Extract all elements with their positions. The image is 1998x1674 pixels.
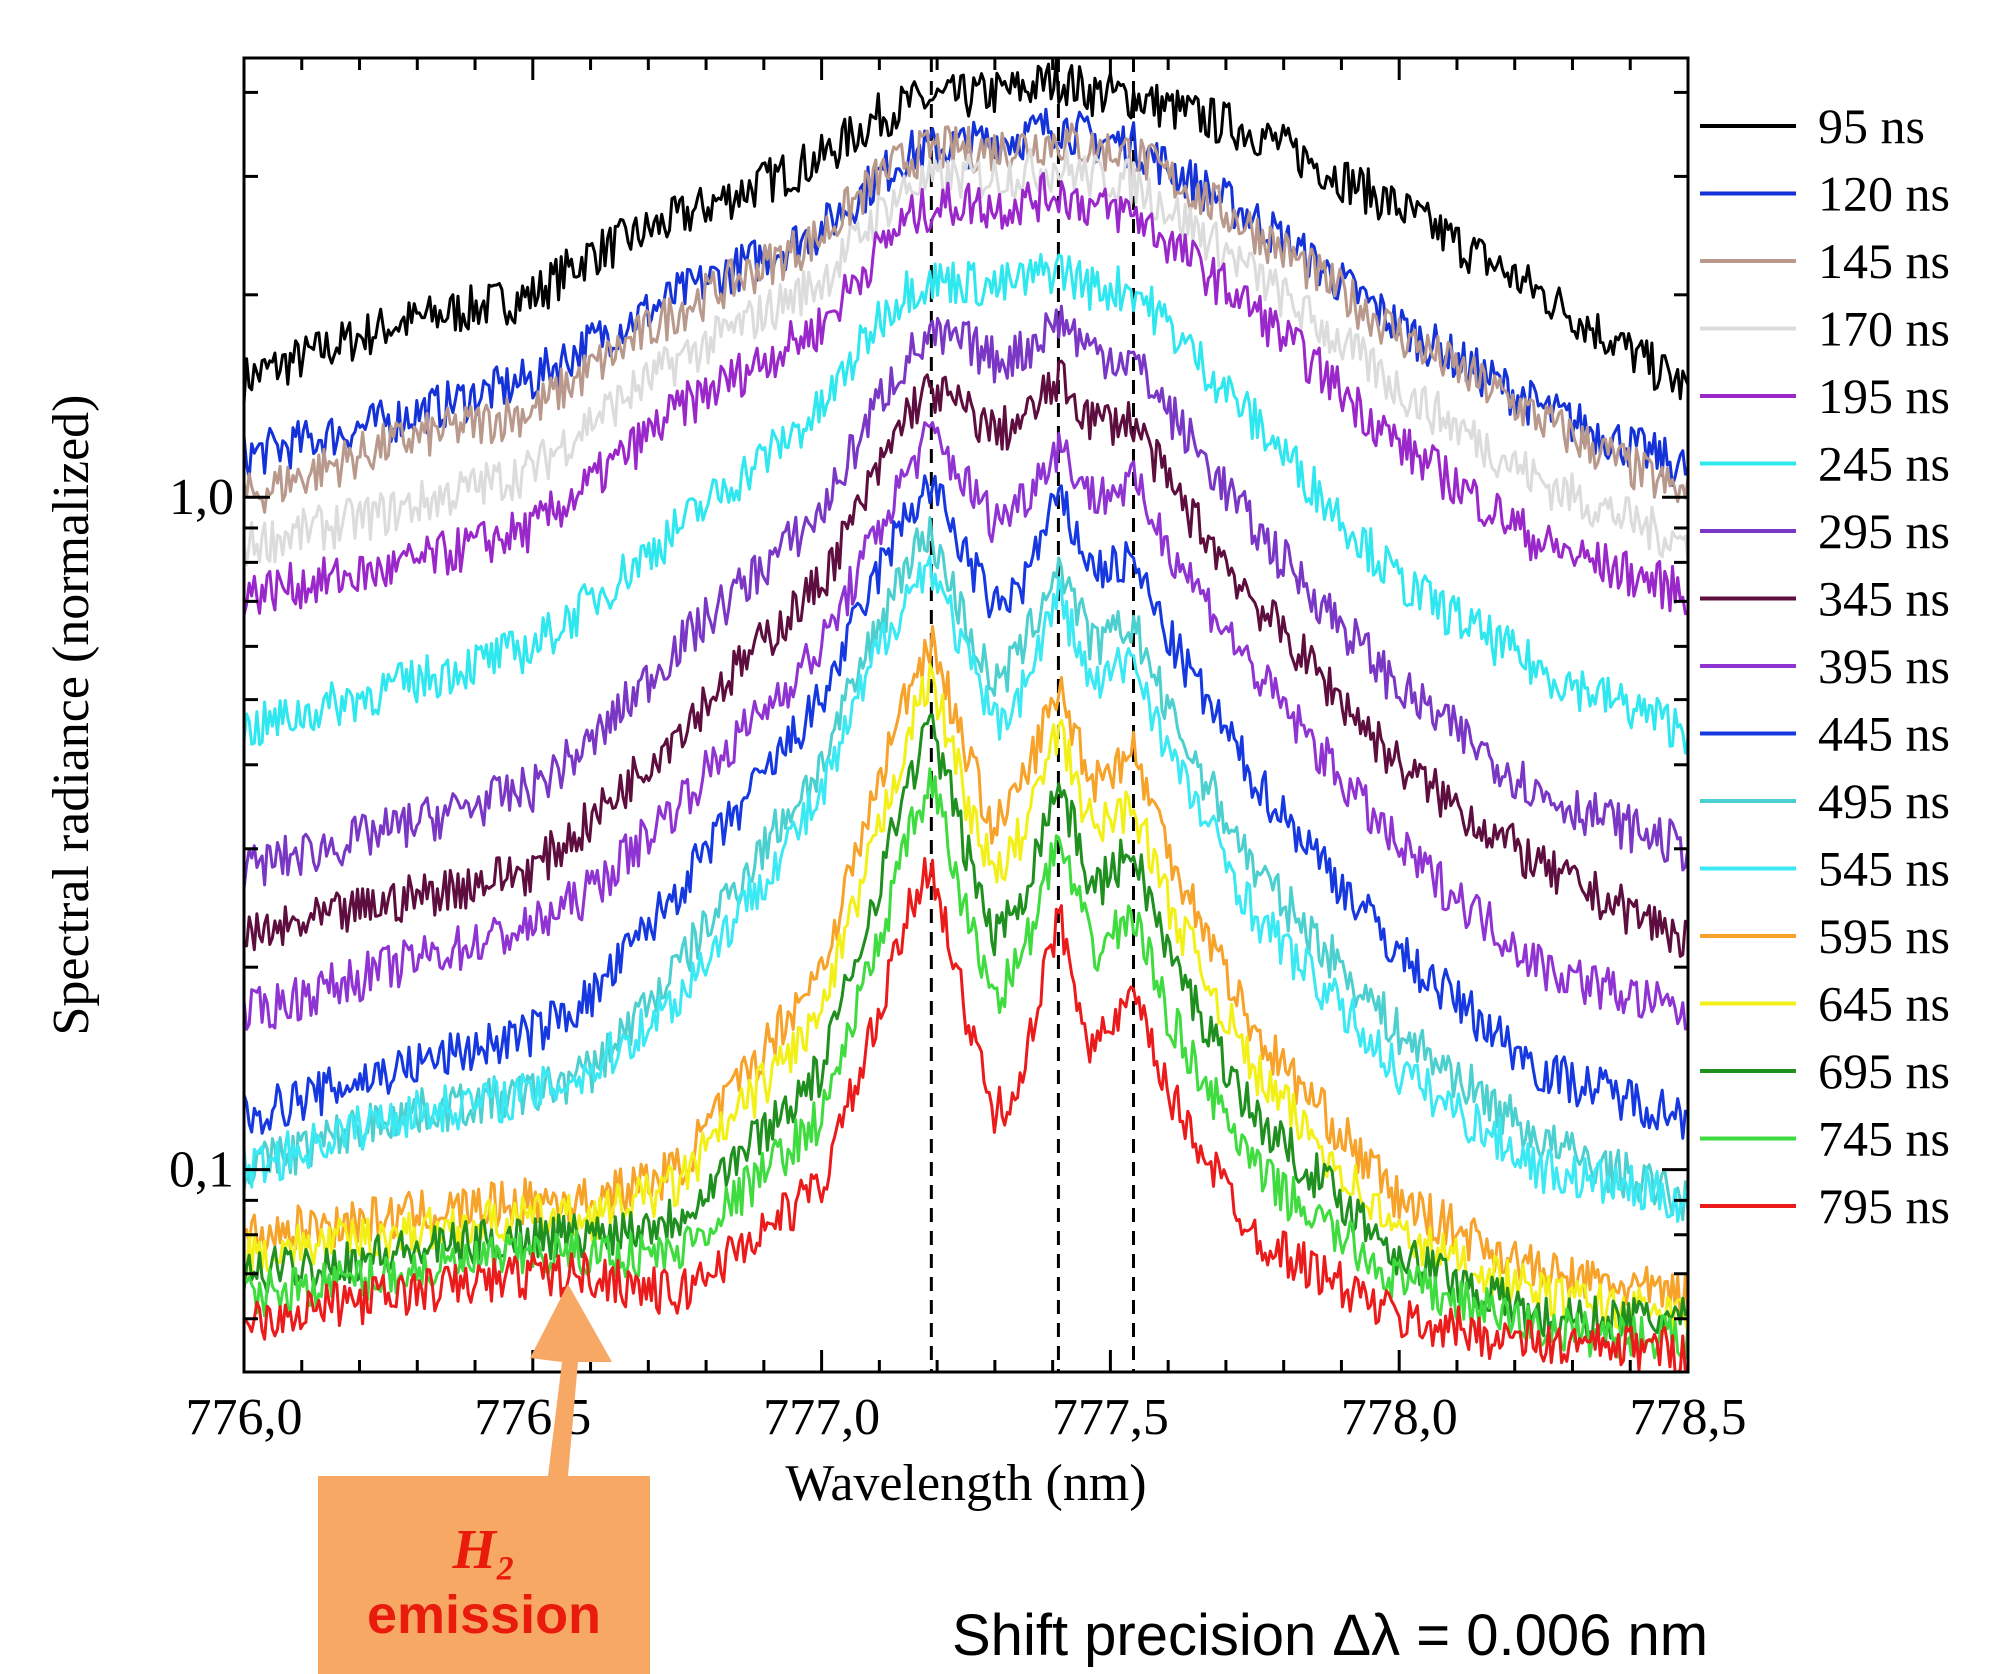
x-tick-labels: 776,0 776,5 777,0 777,5 778,0 778,5 xyxy=(186,1389,1747,1446)
legend-label: 245 ns xyxy=(1818,436,1950,492)
legend-label: 345 ns xyxy=(1818,571,1950,627)
axis-ticks xyxy=(242,58,1690,1372)
y-tick-label: 1,0 xyxy=(169,469,234,526)
x-tick-label: 778,5 xyxy=(1630,1389,1747,1446)
series-group xyxy=(242,58,1690,1374)
y-tick-label: 0,1 xyxy=(169,1142,234,1199)
legend-label: 445 ns xyxy=(1818,706,1950,762)
series-line xyxy=(242,172,1689,616)
series-line xyxy=(242,662,1690,1337)
legend-label: 795 ns xyxy=(1818,1178,1950,1234)
series-line xyxy=(242,713,1690,1344)
h2-label: H₂ xyxy=(452,1519,516,1581)
series-line xyxy=(242,58,1690,404)
x-tick-label: 778,0 xyxy=(1341,1389,1458,1446)
legend-label: 645 ns xyxy=(1818,976,1950,1032)
x-tick-label: 777,0 xyxy=(763,1389,880,1446)
shift-precision-note: Shift precision Δλ = 0.006 nm xyxy=(952,1603,1709,1668)
series-line xyxy=(242,857,1690,1374)
legend-label: 595 ns xyxy=(1818,908,1950,964)
series-line xyxy=(242,122,1690,514)
legend-label: 195 ns xyxy=(1818,368,1950,424)
legend-label: 745 ns xyxy=(1818,1111,1950,1167)
x-axis-title: Wavelength (nm) xyxy=(785,1455,1146,1512)
legend-label: 120 ns xyxy=(1818,166,1950,222)
legend-label: 495 ns xyxy=(1818,773,1950,829)
series-line xyxy=(242,304,1690,890)
legend-label: 170 ns xyxy=(1818,301,1950,357)
emission-label: emission xyxy=(366,1585,602,1645)
legend-label: 295 ns xyxy=(1818,503,1950,559)
series-line xyxy=(242,555,1690,1223)
x-tick-label: 776,0 xyxy=(186,1389,303,1446)
series-line xyxy=(242,421,1690,1031)
x-tick-label: 777,5 xyxy=(1052,1389,1169,1446)
series-line xyxy=(242,252,1690,755)
legend-label: 695 ns xyxy=(1818,1043,1950,1099)
series-line xyxy=(242,474,1690,1140)
series-line xyxy=(243,624,1690,1320)
legend-label: 95 ns xyxy=(1818,98,1925,154)
reference-lines xyxy=(929,58,1136,1372)
legend-label: 545 ns xyxy=(1818,841,1950,897)
y-axis-title: Spectral radiance (normalized) xyxy=(43,395,100,1036)
y-tick-labels: 0,1 1,0 xyxy=(169,469,234,1198)
legend: 95 ns 120 ns 145 ns 170 ns 195 ns 245 ns 295 n… xyxy=(1700,98,1950,1234)
legend-label: 145 ns xyxy=(1818,233,1950,289)
plot-frame xyxy=(242,56,1690,1374)
series-line xyxy=(242,359,1690,958)
annotation-arrow xyxy=(530,1284,612,1476)
series-line xyxy=(242,147,1690,567)
series-line xyxy=(242,767,1690,1360)
h2-emission-annotation: H₂ emission xyxy=(318,1476,650,1674)
legend-label: 395 ns xyxy=(1818,638,1950,694)
